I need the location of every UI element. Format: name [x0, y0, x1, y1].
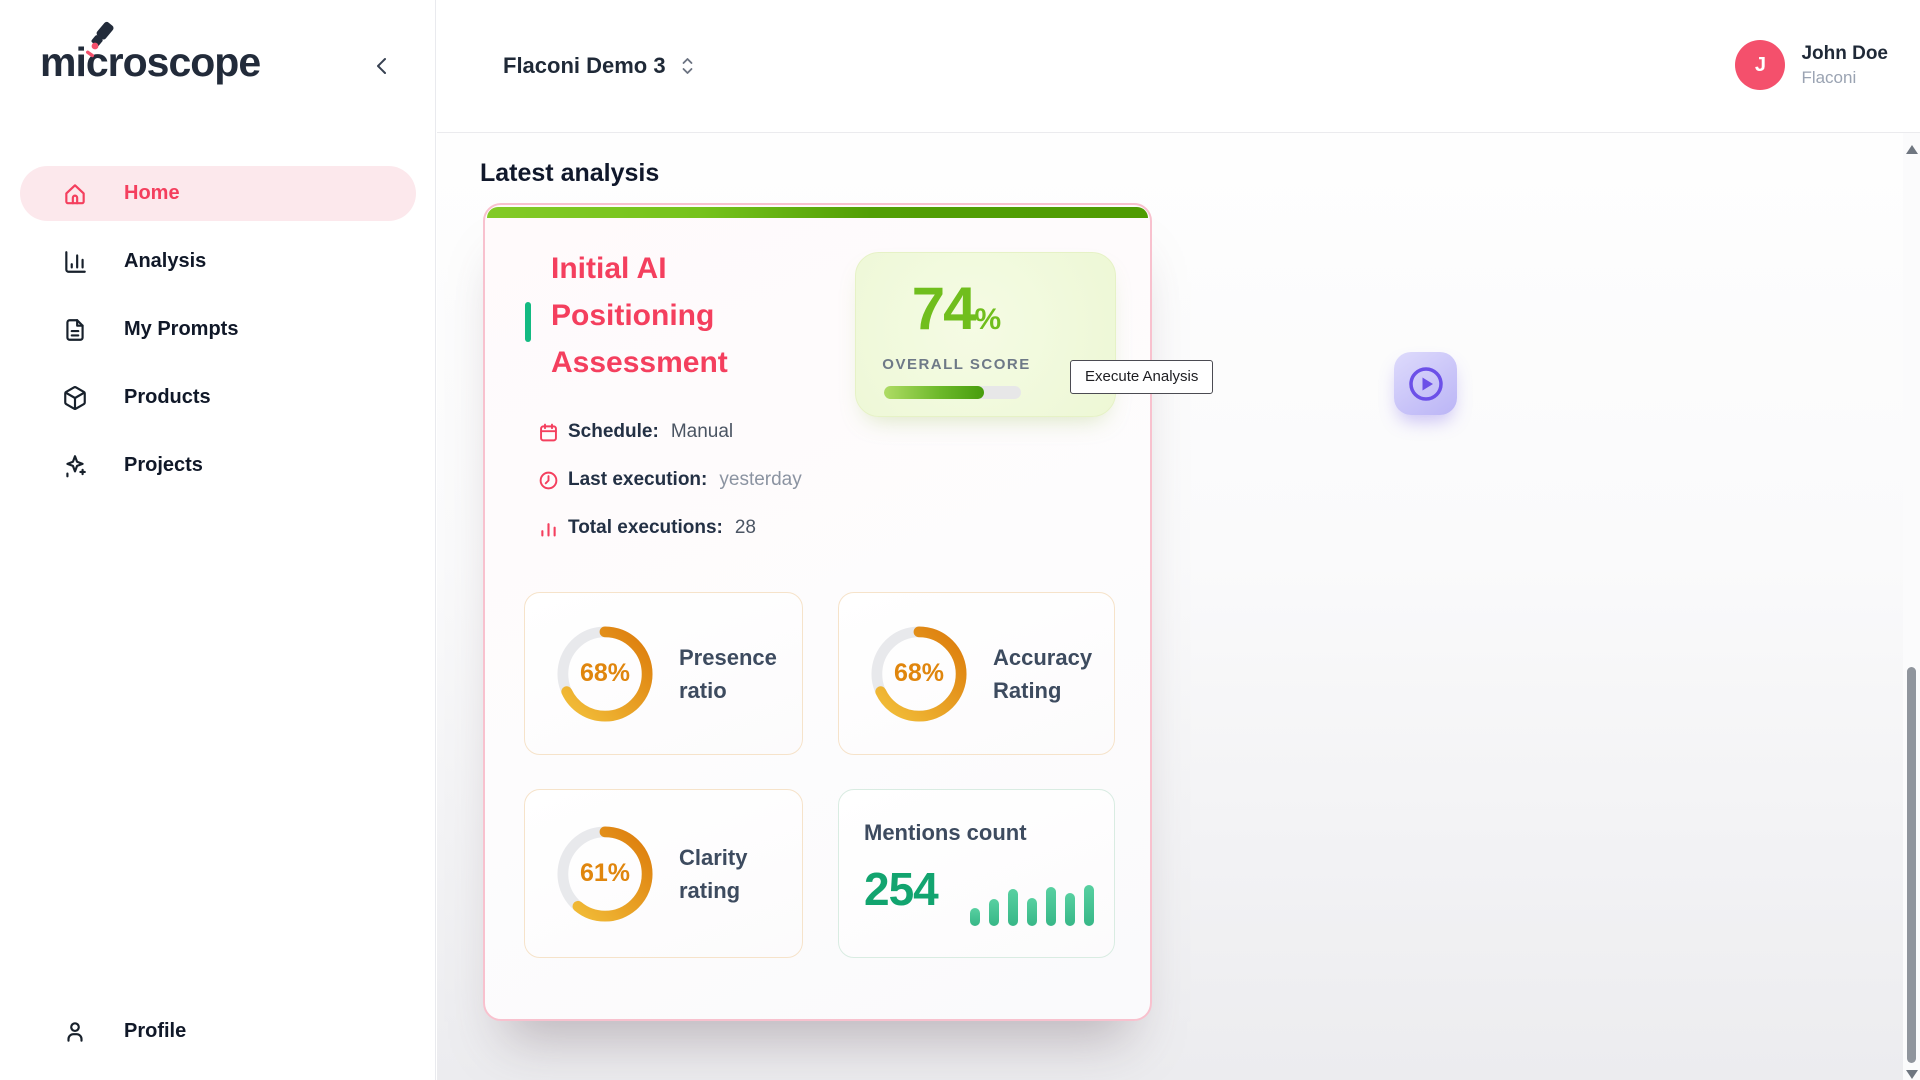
sidebar-item-profile[interactable]: Profile	[20, 1004, 416, 1059]
package-icon	[62, 385, 88, 411]
meta-value: yesterday	[719, 469, 802, 490]
calendar-icon	[540, 423, 557, 441]
metric-tile-presence-ratio: 68% Presence ratio	[524, 592, 803, 755]
sidebar-item-label: Projects	[124, 454, 203, 476]
workspace-selector[interactable]: Flaconi Demo 3	[503, 53, 695, 79]
logo-text: microscope	[40, 39, 261, 85]
chevron-left-icon	[377, 58, 386, 74]
metric-label: Mentions count	[864, 820, 1027, 845]
metric-tile-accuracy-rating: 68% Accuracy Rating	[838, 592, 1115, 755]
donut-chart: 68%	[556, 625, 654, 723]
metric-tile-clarity-rating: 61% Clarity rating	[524, 789, 803, 958]
microscope-logo-icon	[84, 20, 128, 65]
sidebar-item-label: Products	[124, 386, 211, 408]
page-title: Latest analysis	[480, 159, 660, 187]
analysis-title: Initial AI Positioning Assessment	[551, 252, 728, 379]
overall-score-label: OVERALL SCORE	[882, 356, 1031, 373]
metric-tile-mentions-count: Mentions count 254	[838, 789, 1115, 958]
execute-analysis-tooltip: Execute Analysis	[1070, 360, 1214, 394]
sidebar-item-analysis[interactable]: Analysis	[20, 234, 416, 289]
sidebar-item-label: Home	[124, 182, 180, 204]
mentions-bars	[970, 885, 1094, 926]
sidebar: microscope Home	[0, 0, 436, 1080]
sidebar-item-projects[interactable]: Projects	[20, 438, 416, 493]
sidebar-nav: Home Analysis My Prompts	[0, 166, 436, 493]
metric-label: Accuracy Rating	[993, 644, 1093, 703]
top-header: Flaconi Demo 3 J John Doe Flaconi	[437, 0, 1920, 133]
donut-chart: 68%	[870, 625, 968, 723]
clock-icon	[539, 471, 558, 489]
sidebar-item-label: My Prompts	[124, 318, 239, 340]
home-icon	[62, 181, 88, 207]
metric-label: Clarity rating	[679, 844, 748, 903]
chevrons-up-down-icon	[682, 58, 692, 74]
card-top-gradient-bar	[487, 207, 1148, 218]
user-icon	[62, 1019, 88, 1045]
meta-value: Manual	[670, 421, 734, 442]
mentions-count-value: 254	[864, 863, 939, 915]
scroll-up-arrow-icon[interactable]	[1906, 145, 1918, 154]
sidebar-item-products[interactable]: Products	[20, 370, 416, 425]
sidebar-footer: Profile	[0, 1004, 436, 1059]
donut-percentage: 68%	[579, 659, 631, 687]
metric-label: Presence ratio	[679, 644, 777, 703]
app-logo[interactable]: microscope	[40, 21, 261, 90]
main-content: Latest analysis Initial AI Positioning A…	[437, 133, 1920, 1080]
scrollbar-thumb[interactable]	[1907, 667, 1916, 1063]
score-progress-track	[884, 386, 1021, 399]
meta-label: Last execution:	[568, 469, 708, 490]
vertical-scrollbar[interactable]	[1903, 133, 1920, 1080]
analysis-meta: Schedule: Manual Last execution: yesterd…	[538, 417, 802, 543]
meta-label: Schedule:	[568, 421, 659, 442]
donut-chart: 61%	[556, 825, 654, 923]
sidebar-item-label: Analysis	[124, 250, 207, 272]
workspace-name: Flaconi Demo 3	[503, 53, 666, 78]
latest-analysis-card: Initial AI Positioning Assessment 74% OV…	[483, 203, 1457, 1021]
donut-percentage: 61%	[579, 859, 631, 887]
user-name: John Doe	[1801, 43, 1888, 64]
execute-analysis-button[interactable]	[1394, 352, 1457, 415]
avatar: J	[1735, 40, 1786, 90]
meta-row-total-executions: Total executions: 28	[538, 513, 802, 543]
metrics-grid: 68% Presence ratio 68% Accuracy Rating	[524, 592, 1115, 958]
sidebar-collapse-button[interactable]	[366, 50, 398, 82]
score-progress-fill	[884, 386, 984, 399]
meta-row-last-execution: Last execution: yesterday	[538, 465, 802, 495]
meta-value: 28	[734, 517, 756, 538]
document-icon	[62, 317, 88, 343]
donut-percentage: 68%	[893, 659, 945, 687]
sidebar-item-home[interactable]: Home	[20, 166, 416, 221]
scroll-down-arrow-icon[interactable]	[1906, 1070, 1918, 1079]
title-accent-bar	[525, 302, 531, 342]
overall-score-value: 74%	[911, 275, 1002, 342]
play-icon	[1408, 366, 1443, 401]
avatar-initial: J	[1754, 53, 1766, 76]
meta-label: Total executions:	[568, 517, 723, 538]
sparkles-icon	[62, 453, 88, 479]
bar-chart-icon	[62, 249, 88, 275]
sidebar-item-my-prompts[interactable]: My Prompts	[20, 302, 416, 357]
user-menu[interactable]: J John Doe Flaconi	[1735, 40, 1888, 90]
executions-icon	[541, 522, 556, 537]
meta-row-schedule: Schedule: Manual	[538, 417, 802, 447]
user-org: Flaconi	[1801, 68, 1857, 87]
sidebar-item-label: Profile	[124, 1020, 187, 1042]
